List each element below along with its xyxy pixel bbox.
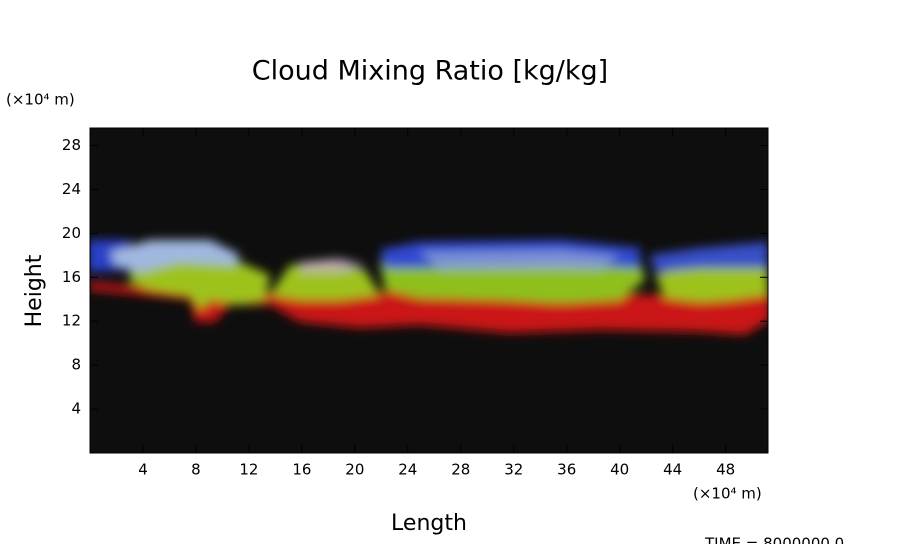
x-tick-label: 4	[138, 461, 148, 479]
y-axis-label: Height	[22, 254, 47, 327]
y-tick-label: 16	[62, 268, 81, 286]
x-tick-label: 44	[663, 461, 682, 479]
y-tick-label: 20	[62, 224, 81, 242]
x-tick-label: 12	[239, 461, 258, 479]
x-tick-label: 28	[451, 461, 470, 479]
y-unit: (×10⁴ m)	[6, 91, 75, 109]
x-tick-label: 48	[716, 461, 735, 479]
time-label: TIME = 8000000.0	[704, 535, 844, 544]
y-tick-label: 24	[62, 180, 81, 198]
x-tick-label: 36	[557, 461, 576, 479]
y-tick-label: 28	[62, 136, 81, 154]
x-tick-label: 8	[191, 461, 201, 479]
y-tick-label: 4	[71, 400, 81, 418]
y-tick-label: 8	[71, 356, 81, 374]
x-tick-label: 40	[610, 461, 629, 479]
x-tick-label: 16	[292, 461, 311, 479]
x-axis-label: Length	[391, 511, 467, 536]
plot-frame	[89, 127, 769, 454]
x-unit: (×10⁴ m)	[693, 485, 762, 503]
x-tick-label: 24	[398, 461, 417, 479]
cloud-field	[90, 240, 768, 335]
x-tick-label: 20	[345, 461, 364, 479]
chart-title: Cloud Mixing Ratio [kg/kg]	[252, 56, 608, 87]
y-tick-label: 12	[62, 312, 81, 330]
x-tick-label: 32	[504, 461, 523, 479]
